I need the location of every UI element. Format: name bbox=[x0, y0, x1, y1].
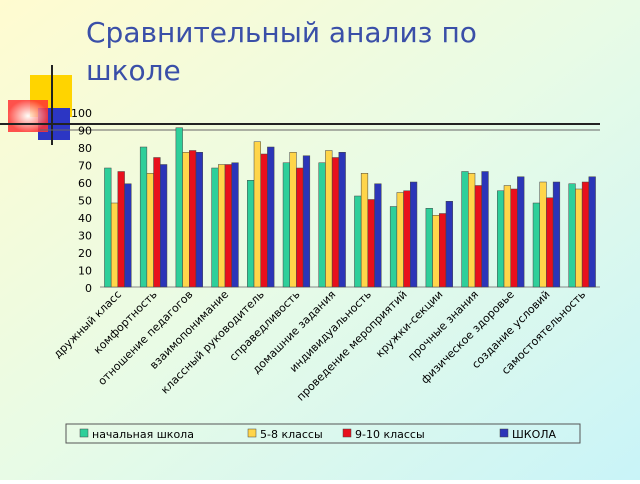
title-box: Сравнительный анализ по школе bbox=[86, 16, 477, 87]
y-tick-label: 80 bbox=[78, 142, 92, 155]
bar bbox=[338, 152, 346, 288]
decor bbox=[8, 100, 48, 132]
bar bbox=[325, 150, 333, 288]
bar bbox=[231, 162, 239, 288]
legend-swatch bbox=[499, 428, 509, 438]
bar bbox=[296, 167, 304, 288]
bar bbox=[302, 155, 311, 288]
bar bbox=[282, 162, 290, 288]
bar bbox=[267, 146, 275, 288]
bar bbox=[247, 180, 255, 288]
bar bbox=[110, 202, 119, 288]
bar bbox=[218, 164, 226, 288]
bar bbox=[389, 206, 398, 288]
bar bbox=[497, 190, 505, 288]
y-tick-label: 60 bbox=[78, 177, 92, 190]
bar bbox=[539, 181, 547, 288]
legend-label: 5-8 классы bbox=[260, 428, 323, 441]
y-tick-label: 30 bbox=[78, 230, 92, 243]
bar bbox=[581, 181, 590, 288]
legend-box bbox=[65, 423, 581, 444]
bar bbox=[189, 150, 197, 288]
bar bbox=[396, 192, 404, 288]
bar bbox=[510, 188, 518, 288]
bar bbox=[503, 185, 511, 288]
legend-label: 9-10 классы bbox=[355, 428, 425, 441]
bar bbox=[211, 167, 219, 288]
bar bbox=[160, 164, 168, 288]
bar bbox=[117, 171, 125, 288]
bar bbox=[360, 173, 369, 288]
y-tick-label: 20 bbox=[78, 247, 92, 260]
y-tick-label: 40 bbox=[78, 212, 92, 225]
bar bbox=[481, 171, 489, 288]
bar bbox=[461, 171, 469, 288]
bar bbox=[367, 199, 375, 288]
legend-label: ШКОЛА bbox=[512, 428, 557, 441]
y-tick-label: 90 bbox=[78, 125, 92, 138]
bar bbox=[517, 176, 525, 288]
bar bbox=[195, 152, 203, 288]
bar bbox=[354, 195, 362, 288]
bar bbox=[182, 152, 190, 288]
bar bbox=[289, 152, 297, 288]
y-tick-label: 50 bbox=[78, 195, 92, 208]
y-tick-label: 70 bbox=[78, 160, 92, 173]
bar bbox=[445, 201, 453, 288]
bar bbox=[318, 162, 326, 288]
bar bbox=[410, 181, 418, 288]
bar bbox=[432, 215, 440, 288]
bar bbox=[439, 213, 447, 288]
bar bbox=[124, 183, 132, 288]
bar bbox=[474, 185, 482, 288]
bar bbox=[468, 173, 476, 288]
bar bbox=[104, 167, 112, 288]
legend-swatch bbox=[342, 428, 352, 438]
bar bbox=[588, 176, 596, 288]
bar bbox=[139, 146, 148, 288]
bar bbox=[575, 188, 583, 288]
y-tick-label: 10 bbox=[78, 265, 92, 278]
y-tick-label: 100 bbox=[71, 107, 92, 120]
bar bbox=[260, 153, 268, 288]
bar bbox=[552, 181, 561, 288]
bar bbox=[425, 208, 433, 288]
bar bbox=[532, 202, 540, 288]
bar bbox=[153, 157, 161, 288]
bar bbox=[403, 190, 411, 288]
bar bbox=[146, 173, 154, 288]
bar bbox=[546, 197, 554, 288]
legend-swatch bbox=[247, 428, 257, 438]
bar bbox=[253, 141, 261, 288]
bar bbox=[331, 157, 340, 288]
y-tick-label: 0 bbox=[85, 282, 92, 295]
legend-label: начальная школа bbox=[92, 428, 194, 441]
bar bbox=[374, 183, 382, 288]
legend-swatch bbox=[79, 428, 89, 438]
bar bbox=[568, 183, 576, 288]
bar bbox=[224, 164, 232, 288]
bar bbox=[175, 127, 183, 288]
chart-title: Сравнительный анализ по школе bbox=[86, 16, 477, 87]
